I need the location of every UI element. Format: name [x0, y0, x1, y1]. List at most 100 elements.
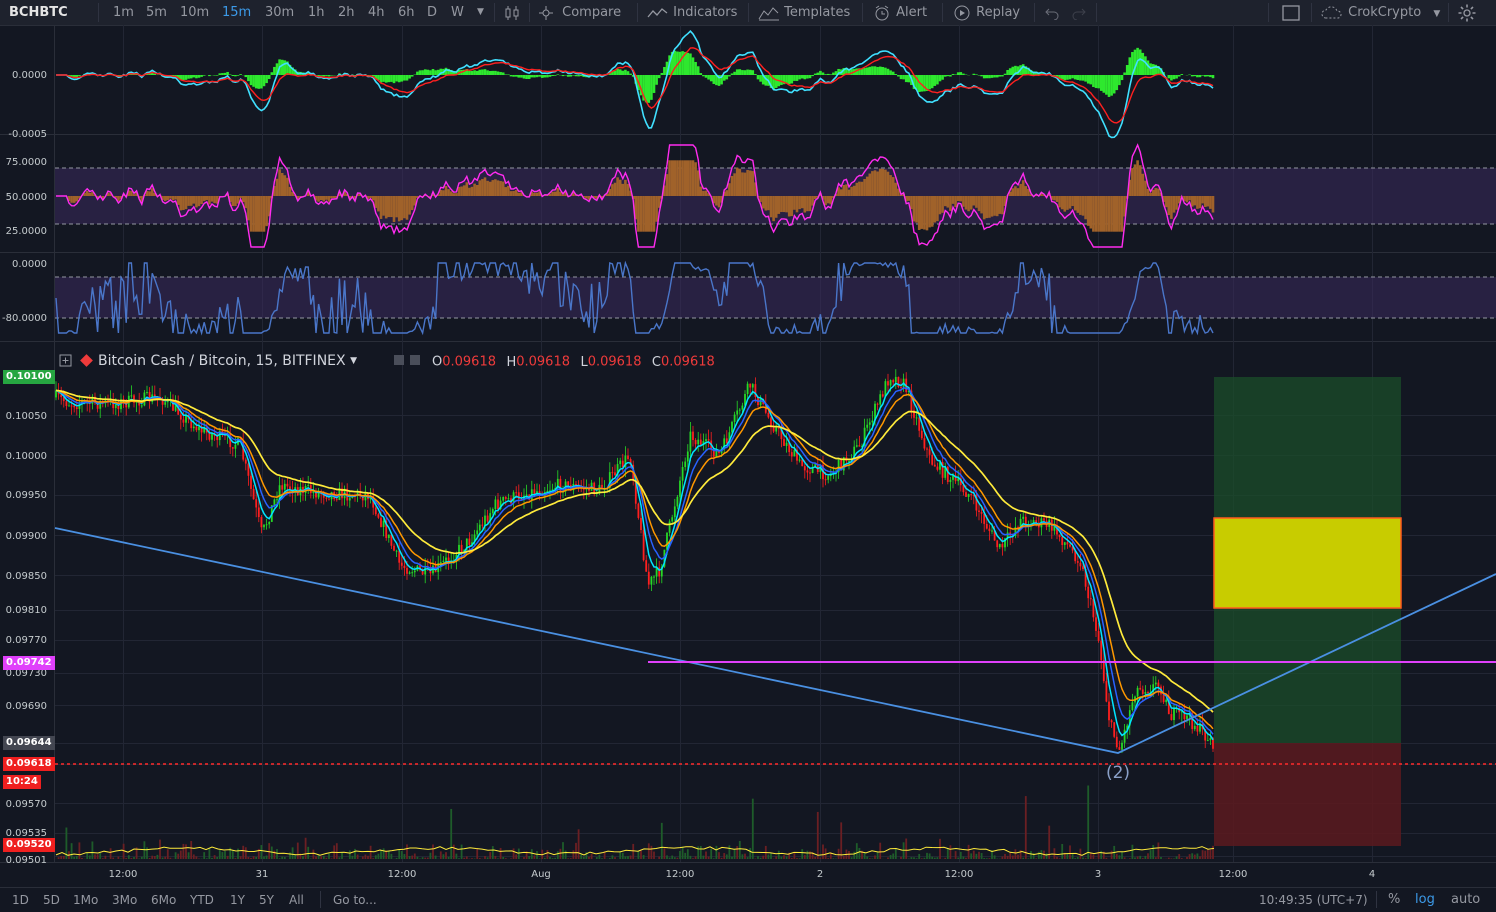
interval-d[interactable]: D [427, 0, 437, 25]
alert-button[interactable]: Alert [872, 0, 927, 25]
chart-style-candles-icon[interactable] [504, 0, 520, 25]
interval-6h[interactable]: 6h [398, 0, 415, 25]
candle-body [1090, 598, 1092, 599]
range-1y[interactable]: 1Y [230, 888, 245, 912]
account-menu[interactable]: CrokCrypto ▼ [1320, 0, 1440, 25]
percent-toggle[interactable]: % [1388, 888, 1400, 912]
indicators-button[interactable]: Indicators [647, 0, 737, 25]
rsi-histogram-bar [908, 196, 911, 201]
candle-body [274, 499, 276, 505]
candle-body [890, 380, 892, 385]
volume-bar [1134, 857, 1136, 859]
macd-histogram-bar [902, 75, 905, 79]
divider [748, 3, 749, 22]
goto-button[interactable]: Go to... [333, 888, 377, 912]
eye-icon[interactable] [394, 355, 404, 365]
interval-1m[interactable]: 1m [113, 0, 134, 25]
candle-body [794, 450, 796, 457]
volume-bar [900, 857, 902, 859]
macd-histogram-bar [1090, 75, 1093, 84]
chart-canvas[interactable]: (2) 0.0000-0.000575.000050.000025.00000.… [0, 25, 1496, 887]
range-all[interactable]: All [289, 888, 304, 912]
auto-toggle[interactable]: auto [1451, 888, 1480, 912]
interval-10m[interactable]: 10m [180, 0, 209, 25]
legend-dropdown-icon[interactable]: ▼ [350, 356, 357, 366]
fullscreen-icon[interactable] [1282, 0, 1300, 25]
macd-histogram-bar [538, 75, 541, 77]
volume-bar [1028, 858, 1030, 859]
rsi-histogram-bar [554, 192, 557, 196]
candle-body [1137, 688, 1139, 697]
macd-histogram-bar [986, 75, 989, 78]
clock[interactable]: 10:49:35 (UTC+7) [1259, 888, 1368, 912]
range-6mo[interactable]: 6Mo [151, 888, 176, 912]
interval-15m[interactable]: 15m [222, 0, 251, 25]
candle-body [1100, 641, 1102, 660]
interval-30m[interactable]: 30m [265, 0, 294, 25]
volume-bar [79, 842, 81, 859]
range-5d[interactable]: 5D [43, 888, 60, 912]
log-toggle[interactable]: log [1415, 888, 1435, 912]
macd-histogram-bar [203, 75, 206, 76]
rsi-histogram-bar [372, 196, 375, 200]
loss-zone[interactable] [1214, 743, 1401, 846]
volume-bar [1137, 856, 1139, 859]
macd-histogram-bar [1105, 75, 1108, 95]
target-box[interactable] [1214, 518, 1401, 608]
rsi-histogram-bar [476, 185, 479, 196]
interval-w[interactable]: W [451, 0, 464, 25]
volume-bar [887, 857, 889, 859]
interval-dropdown-icon[interactable]: ▼ [477, 0, 484, 25]
rsi-histogram-bar [666, 174, 669, 196]
candle-body [885, 381, 887, 396]
volume-bar [354, 849, 356, 859]
volume-bar [596, 857, 598, 859]
rsi-histogram-bar [687, 160, 690, 196]
volume-bar [398, 849, 400, 859]
interval-4h[interactable]: 4h [368, 0, 385, 25]
volume-bar [266, 856, 268, 859]
volume-bar [81, 858, 83, 859]
interval-5m[interactable]: 5m [146, 0, 167, 25]
settings-icon[interactable] [410, 355, 420, 365]
volume-bar [762, 856, 764, 859]
symbol-search[interactable]: BCHBTC [9, 0, 68, 25]
legend-title[interactable]: Bitcoin Cash / Bitcoin, 15, BITFINEX [98, 353, 346, 369]
rsi-histogram-bar [200, 196, 203, 204]
rsi-histogram-bar [479, 180, 482, 196]
range-1d[interactable]: 1D [12, 888, 29, 912]
volume-bar [614, 857, 616, 859]
templates-button[interactable]: Templates [758, 0, 850, 25]
macd-histogram-bar [518, 75, 521, 78]
rsi-histogram-bar [739, 169, 742, 196]
rsi-histogram-bar [1173, 196, 1176, 213]
range-5y[interactable]: 5Y [259, 888, 274, 912]
cloud-icon [1320, 5, 1344, 21]
volume-bar [86, 852, 88, 859]
range-1mo[interactable]: 1Mo [73, 888, 98, 912]
range-3mo[interactable]: 3Mo [112, 888, 137, 912]
volume-bar [848, 851, 850, 859]
divider [98, 3, 99, 22]
rsi-histogram-bar [746, 170, 749, 196]
range-ytd[interactable]: YTD [190, 888, 214, 912]
undo-icon[interactable] [1045, 0, 1059, 25]
candle-body [266, 524, 268, 525]
rsi-histogram-bar [733, 173, 736, 196]
macd-histogram-bar [674, 51, 677, 75]
volume-bar [92, 841, 94, 859]
interval-2h[interactable]: 2h [338, 0, 355, 25]
interval-1h[interactable]: 1h [308, 0, 325, 25]
settings-gear-icon[interactable] [1457, 0, 1477, 25]
macd-histogram-bar [1123, 72, 1126, 75]
replay-button[interactable]: Replay [952, 0, 1020, 25]
volume-bar [955, 851, 957, 859]
redo-icon[interactable] [1072, 0, 1086, 25]
volume-bar [1178, 854, 1180, 859]
macd-histogram-bar [739, 69, 742, 75]
volume-bar [292, 847, 294, 859]
macd-histogram-bar [1191, 75, 1194, 76]
volume-bar [328, 854, 330, 859]
rsi-histogram-bar [1168, 196, 1171, 215]
compare-button[interactable]: Compare [538, 0, 621, 25]
